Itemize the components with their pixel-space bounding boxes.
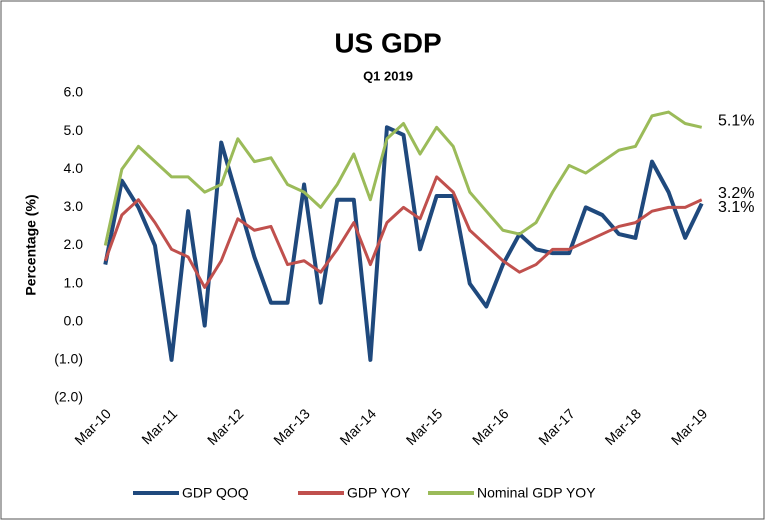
y-tick-label: 1.0	[64, 274, 84, 290]
legend-label: Nominal GDP YOY	[477, 485, 596, 501]
y-tick-label: 3.0	[64, 198, 84, 214]
chart-subtitle: Q1 2019	[363, 68, 413, 83]
end-label: 3.1%	[718, 199, 754, 216]
y-tick-label: 4.0	[64, 160, 84, 176]
y-tick-label: (1.0)	[54, 351, 83, 367]
series-line	[103, 125, 704, 362]
y-tick-label: 5.0	[64, 122, 84, 138]
legend-label: GDP QOQ	[182, 485, 249, 501]
y-tick-label: 2.0	[64, 236, 84, 252]
legend-label: GDP YOY	[347, 485, 411, 501]
chart-title: US GDP	[334, 27, 441, 58]
y-tick-label: (2.0)	[54, 389, 83, 405]
y-tick-label: 6.0	[64, 84, 84, 100]
y-axis-label: Percentage (%)	[23, 194, 39, 295]
series-line	[103, 110, 703, 246]
end-label: 3.2%	[718, 185, 754, 202]
y-tick-label: 0.0	[64, 312, 84, 328]
end-label: 5.1%	[718, 113, 754, 130]
series-line	[103, 175, 703, 289]
